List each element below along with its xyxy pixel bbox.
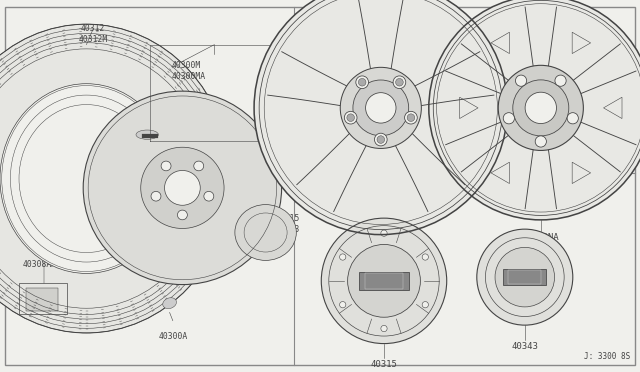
Ellipse shape bbox=[235, 205, 296, 260]
Ellipse shape bbox=[136, 130, 159, 139]
Text: 4031L: 4031L bbox=[138, 126, 162, 135]
Circle shape bbox=[422, 254, 428, 260]
Ellipse shape bbox=[161, 161, 171, 171]
Text: 40300NA: 40300NA bbox=[522, 233, 559, 242]
Text: 40308AA: 40308AA bbox=[22, 260, 56, 269]
Circle shape bbox=[393, 76, 406, 89]
Ellipse shape bbox=[83, 91, 282, 285]
Circle shape bbox=[374, 133, 387, 146]
Ellipse shape bbox=[163, 298, 177, 309]
Circle shape bbox=[358, 78, 366, 86]
Circle shape bbox=[404, 111, 417, 124]
Text: ORNAMENT: ORNAMENT bbox=[303, 182, 346, 191]
Circle shape bbox=[567, 113, 579, 124]
Bar bbox=[508, 270, 541, 284]
Circle shape bbox=[321, 218, 447, 344]
Text: 40312
40312M: 40312 40312M bbox=[78, 24, 108, 44]
Bar bbox=[19, 283, 67, 314]
Circle shape bbox=[381, 326, 387, 332]
Ellipse shape bbox=[204, 191, 214, 201]
Ellipse shape bbox=[141, 147, 224, 228]
Ellipse shape bbox=[0, 84, 173, 273]
Text: J: 3300 8S: J: 3300 8S bbox=[584, 352, 630, 361]
Circle shape bbox=[254, 0, 508, 235]
Bar bbox=[142, 134, 158, 138]
Text: 40300M: 40300M bbox=[365, 248, 397, 257]
Text: 40300A: 40300A bbox=[158, 332, 188, 341]
Circle shape bbox=[340, 302, 346, 308]
Ellipse shape bbox=[177, 210, 188, 220]
Circle shape bbox=[356, 76, 369, 89]
Circle shape bbox=[429, 0, 640, 220]
Text: 40224: 40224 bbox=[227, 126, 252, 135]
Ellipse shape bbox=[151, 191, 161, 201]
Circle shape bbox=[347, 114, 355, 122]
Circle shape bbox=[477, 229, 573, 325]
Text: 40315: 40315 bbox=[371, 360, 397, 369]
Circle shape bbox=[381, 230, 387, 236]
Circle shape bbox=[498, 65, 583, 150]
Circle shape bbox=[555, 75, 566, 86]
Circle shape bbox=[503, 113, 515, 124]
Text: 40300M
40300MA: 40300M 40300MA bbox=[172, 61, 205, 81]
Circle shape bbox=[422, 302, 428, 308]
Circle shape bbox=[365, 93, 396, 123]
Circle shape bbox=[407, 114, 415, 122]
Circle shape bbox=[535, 136, 547, 147]
Circle shape bbox=[340, 254, 346, 260]
Circle shape bbox=[495, 247, 554, 307]
Ellipse shape bbox=[164, 170, 200, 205]
Circle shape bbox=[525, 92, 556, 124]
Text: ALUMINUM WHEEL: ALUMINUM WHEEL bbox=[303, 20, 379, 29]
Circle shape bbox=[515, 75, 527, 86]
Ellipse shape bbox=[0, 24, 230, 333]
Text: 40343: 40343 bbox=[511, 342, 538, 351]
Circle shape bbox=[513, 80, 569, 136]
Circle shape bbox=[377, 136, 385, 143]
Bar bbox=[503, 269, 547, 285]
Text: 40315
40343: 40315 40343 bbox=[275, 214, 300, 234]
Circle shape bbox=[396, 78, 403, 86]
Bar bbox=[359, 272, 409, 290]
Circle shape bbox=[353, 80, 409, 136]
Circle shape bbox=[344, 111, 357, 124]
Bar bbox=[365, 273, 403, 289]
Bar bbox=[26, 288, 58, 311]
Circle shape bbox=[348, 244, 420, 317]
Ellipse shape bbox=[194, 161, 204, 171]
Circle shape bbox=[340, 67, 421, 148]
